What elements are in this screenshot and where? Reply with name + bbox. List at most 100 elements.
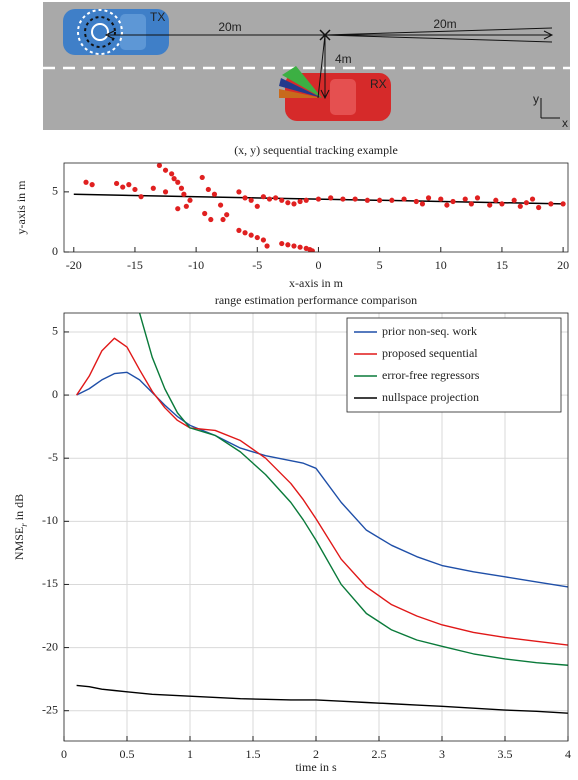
y-axis-label-part: NMSE — [12, 527, 26, 560]
data-point — [162, 167, 169, 173]
distance-label: 20m — [433, 17, 456, 31]
data-point — [150, 185, 156, 191]
chart: range estimation performance comparison 0… — [12, 293, 571, 774]
data-point — [291, 201, 297, 207]
data-point — [279, 197, 285, 203]
data-point — [352, 196, 358, 202]
tx-label: TX — [150, 10, 165, 24]
data-point — [536, 204, 542, 211]
data-point — [419, 201, 426, 207]
legend-label: proposed sequential — [382, 346, 478, 360]
legend-box — [346, 317, 562, 413]
x-tick-label: -20 — [66, 258, 82, 272]
x-tick-label: -15 — [127, 258, 143, 272]
y-tick-label: -15 — [42, 576, 58, 590]
data-point — [462, 196, 468, 202]
data-point — [120, 184, 126, 190]
arrow — [317, 34, 326, 99]
data-point — [217, 202, 224, 208]
data-point — [401, 196, 407, 202]
data-point — [529, 196, 536, 202]
x-tick-label: 20 — [557, 258, 569, 272]
data-point — [220, 216, 226, 223]
data-point — [413, 198, 419, 205]
arrow-head — [543, 30, 554, 40]
x-tick-label: 5 — [377, 258, 383, 272]
data-point — [285, 200, 291, 206]
arrow-head — [104, 30, 115, 40]
data-point — [499, 201, 505, 207]
chart-title: range estimation performance comparison — [215, 293, 417, 307]
data-point — [315, 196, 322, 202]
data-point — [236, 227, 242, 233]
data-point — [205, 186, 211, 193]
data-point — [474, 195, 481, 201]
data-point — [260, 237, 266, 243]
data-point — [171, 176, 177, 182]
data-point — [248, 197, 254, 203]
arrow — [324, 27, 553, 36]
y-axis-label: NMSEr in dB — [12, 494, 29, 560]
distance-label: 20m — [218, 20, 241, 34]
beam — [279, 89, 322, 98]
data-point — [260, 194, 266, 200]
x-tick-label: -10 — [188, 258, 204, 272]
data-point — [340, 196, 346, 202]
axis-label: y — [533, 92, 539, 106]
x-tick-label: 3 — [439, 747, 445, 761]
data-point — [364, 197, 370, 203]
x-axis-label: x-axis in m — [289, 276, 344, 290]
x-tick-label: 0.5 — [120, 747, 135, 761]
x-tick-label: 2.5 — [372, 747, 387, 761]
data-point — [248, 232, 254, 238]
data-point — [279, 240, 285, 247]
legend-label: prior non-seq. work — [382, 324, 477, 338]
data-point — [156, 163, 163, 169]
data-point — [264, 243, 270, 249]
arrow — [324, 34, 553, 43]
data-point — [487, 202, 493, 208]
data-point — [517, 203, 523, 209]
legend: prior non-seq. work proposed sequential er… — [346, 317, 562, 413]
data-point — [444, 202, 450, 208]
x-tick-label: 10 — [435, 258, 447, 272]
legend-label: error-free regressors — [382, 368, 480, 382]
x-tick-label: 1 — [187, 747, 193, 761]
plot-marks — [73, 163, 566, 252]
y-tick-label: -20 — [42, 639, 58, 653]
car-roof — [120, 14, 146, 50]
data-point — [254, 234, 260, 241]
x-axis-label: time in s — [295, 760, 337, 774]
cross-mark — [319, 29, 331, 41]
plot-marks — [76, 313, 568, 714]
data-point — [297, 244, 303, 250]
data-point — [328, 195, 334, 201]
data-point — [183, 203, 189, 209]
data-point — [175, 206, 181, 212]
series-line — [76, 337, 568, 646]
distance-arrows — [104, 27, 554, 100]
data-point — [273, 195, 279, 201]
data-point — [297, 198, 303, 205]
series-line — [138, 313, 568, 666]
data-point — [560, 201, 566, 207]
data-point — [162, 189, 169, 195]
y-tick-label: 0 — [52, 244, 58, 258]
data-point — [208, 216, 214, 223]
y-axis-label-part: in dB — [12, 494, 26, 523]
data-point — [199, 174, 205, 181]
tx-car — [63, 9, 169, 55]
beam — [282, 66, 322, 98]
data-point — [548, 201, 554, 207]
data-point — [126, 182, 132, 188]
arrow-head — [320, 89, 330, 100]
legend-label: nullspace projection — [382, 390, 479, 404]
beam — [279, 78, 322, 98]
chart: (x, y) sequential tracking example -20 -15… — [14, 143, 569, 290]
axes-frame — [63, 162, 569, 253]
data-point — [242, 230, 248, 236]
series-line — [76, 684, 568, 714]
data-point — [450, 198, 456, 205]
y-tick-label: 5 — [52, 184, 58, 198]
